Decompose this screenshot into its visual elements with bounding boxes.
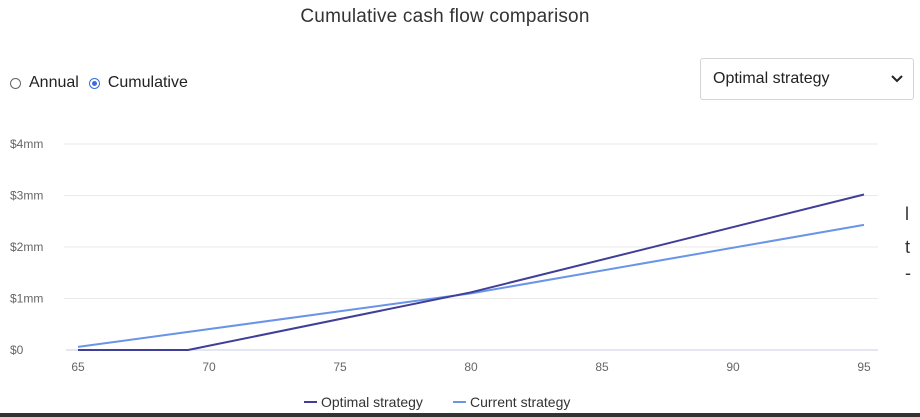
legend: Optimal strategy Current strategy <box>304 394 570 410</box>
y-tick-label: $1mm <box>10 292 43 306</box>
annual-radio-label: Annual <box>29 74 79 91</box>
cumulative-radio-label: Cumulative <box>107 74 188 91</box>
chart-title: Cumulative cash flow comparison <box>300 6 590 27</box>
view-toggle: Annual Cumulative <box>10 74 198 92</box>
x-tick-label: 65 <box>71 360 85 374</box>
y-tick-label: $0 <box>10 343 24 357</box>
y-tick-label: $2mm <box>10 240 43 254</box>
series-line-optimal <box>78 193 865 351</box>
legend-item-current-label: Current strategy <box>470 394 570 410</box>
cumulative-radio-circle[interactable] <box>88 77 100 89</box>
series-line-current <box>77 223 865 348</box>
annual-radio[interactable]: Annual <box>10 74 79 92</box>
side-text-fragment-3: - <box>905 263 911 283</box>
x-tick-label: 75 <box>333 360 347 374</box>
series-lines <box>77 193 865 351</box>
cumulative-radio[interactable]: Cumulative <box>88 74 188 92</box>
strategy-select-value: Optimal strategy <box>713 70 830 87</box>
x-tick-label: 95 <box>857 360 871 374</box>
x-tick-label: 70 <box>202 360 216 374</box>
side-text-fragment-1: l <box>905 204 909 224</box>
x-axis-ticks: 65 70 75 80 85 90 95 <box>71 360 871 374</box>
y-axis-ticks: $0 $1mm $2mm $3mm $4mm <box>10 137 43 357</box>
grid-lines <box>64 143 878 351</box>
annual-radio-circle[interactable] <box>10 77 21 89</box>
x-tick-label: 90 <box>726 360 740 374</box>
y-tick-label: $4mm <box>10 137 43 151</box>
legend-item-optimal-label: Optimal strategy <box>321 394 423 410</box>
x-tick-label: 85 <box>595 360 609 374</box>
x-tick-label: 80 <box>464 360 478 374</box>
strategy-select[interactable]: Optimal strategy <box>700 58 914 100</box>
bottom-rule <box>0 413 920 417</box>
y-tick-label: $3mm <box>10 189 43 203</box>
side-text-fragment-2: t <box>905 237 911 257</box>
chevron-down-icon <box>891 72 903 86</box>
